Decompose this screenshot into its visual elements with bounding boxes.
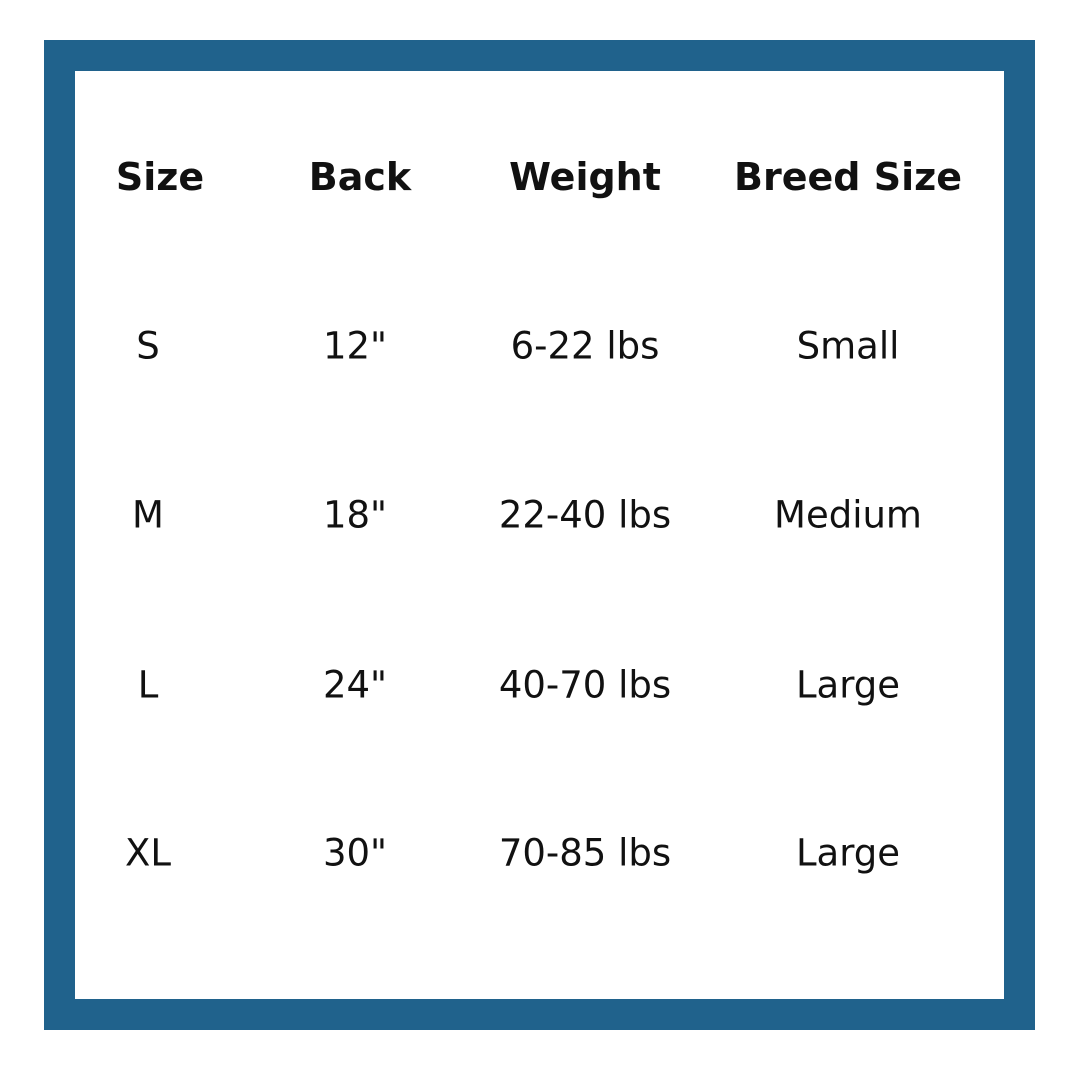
size-chart-frame xyxy=(44,40,1035,1030)
cell-breed-size: Small xyxy=(796,324,900,368)
cell-back: 24" xyxy=(322,663,388,707)
header-weight: Weight xyxy=(509,155,661,199)
cell-size: M xyxy=(132,493,164,537)
cell-weight: 70-85 lbs xyxy=(498,831,672,875)
header-size: Size xyxy=(115,155,205,199)
cell-back: 30" xyxy=(322,831,388,875)
cell-size: S xyxy=(136,324,160,368)
header-back: Back xyxy=(308,155,412,199)
cell-back: 12" xyxy=(322,324,388,368)
header-breed-size: Breed Size xyxy=(734,155,962,199)
cell-size: L xyxy=(137,663,159,707)
cell-breed-size: Large xyxy=(795,663,901,707)
cell-breed-size: Large xyxy=(795,831,901,875)
cell-weight: 22-40 lbs xyxy=(498,493,672,537)
cell-breed-size: Medium xyxy=(774,493,922,537)
cell-size: XL xyxy=(125,831,171,875)
cell-back: 18" xyxy=(322,493,388,537)
cell-weight: 6-22 lbs xyxy=(510,324,660,368)
cell-weight: 40-70 lbs xyxy=(498,663,672,707)
